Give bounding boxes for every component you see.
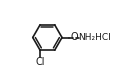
Text: NH₂HCl: NH₂HCl: [78, 33, 111, 42]
Text: O: O: [71, 32, 78, 43]
Text: Cl: Cl: [35, 57, 45, 67]
